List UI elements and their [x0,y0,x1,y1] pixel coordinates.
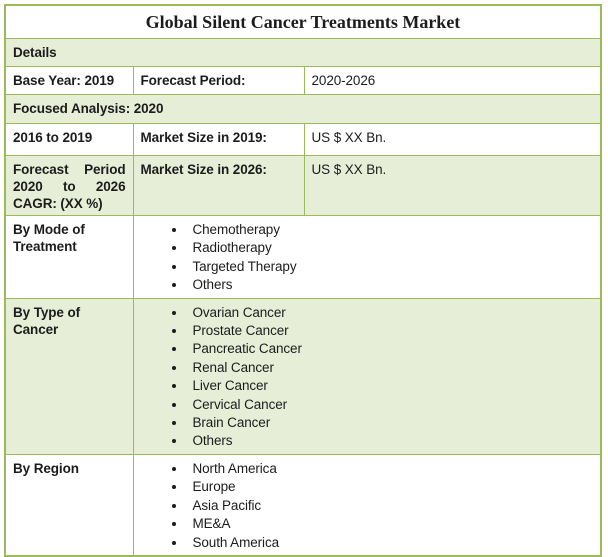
mode-of-treatment-list: Chemotherapy Radiotherapy Targeted Thera… [141,221,594,295]
segment-label-type-of-cancer: By Type of Cancer [4,297,134,455]
market-size-2026-label-cell: Market Size in 2026: [132,155,305,216]
bullet-item: Europe [187,478,594,496]
bullet-item: Chemotherapy [187,221,594,239]
segment-items-mode-of-treatment: Chemotherapy Radiotherapy Targeted Thera… [132,215,602,299]
market-size-2026-value-cell: US $ XX Bn. [303,155,602,216]
bullet-item: South America [187,534,594,552]
market-summary-table: Global Silent Cancer Treatments Market D… [4,4,602,557]
market-table: Global Silent Cancer Treatments Market D… [4,4,602,557]
bullet-item: Ovarian Cancer [187,304,594,322]
segment-items-region: North America Europe Asia Pacific ME&A S… [132,453,602,557]
bullet-item: ME&A [187,515,594,533]
bullet-item: Cervical Cancer [187,396,594,414]
forecast-cagr-cell: Forecast Period 2020 to 2026 CAGR: (XX %… [4,155,134,216]
bullet-item: Prostate Cancer [187,322,594,340]
forecast-period-label-cell: Forecast Period: [132,66,305,95]
historical-period-cell: 2016 to 2019 [4,123,134,156]
bullet-item: Targeted Therapy [187,258,594,276]
bullet-item: Asia Pacific [187,497,594,515]
bullet-item: Others [187,276,594,294]
bullet-item: Renal Cancer [187,359,594,377]
market-size-2019-label-cell: Market Size in 2019: [132,123,305,156]
bullet-item: Radiotherapy [187,239,594,257]
bullet-item: Pancreatic Cancer [187,340,594,358]
segment-items-type-of-cancer: Ovarian Cancer Prostate Cancer Pancreati… [132,297,602,455]
region-list: North America Europe Asia Pacific ME&A S… [141,460,594,552]
bullet-item: North America [187,460,594,478]
focused-analysis-cell: Focused Analysis: 2020 [4,94,602,124]
type-of-cancer-list: Ovarian Cancer Prostate Cancer Pancreati… [141,304,594,451]
forecast-period-value-cell: 2020-2026 [303,66,602,95]
bullet-item: Others [187,432,594,450]
bullet-item: Liver Cancer [187,377,594,395]
segment-label-region: By Region [4,453,134,557]
market-size-2019-value-cell: US $ XX Bn. [303,123,602,156]
base-year-cell: Base Year: 2019 [4,66,134,95]
details-header: Details [4,38,602,67]
bullet-item: Brain Cancer [187,414,594,432]
segment-label-mode-of-treatment: By Mode of Treatment [4,215,134,299]
page-title: Global Silent Cancer Treatments Market [4,4,602,39]
